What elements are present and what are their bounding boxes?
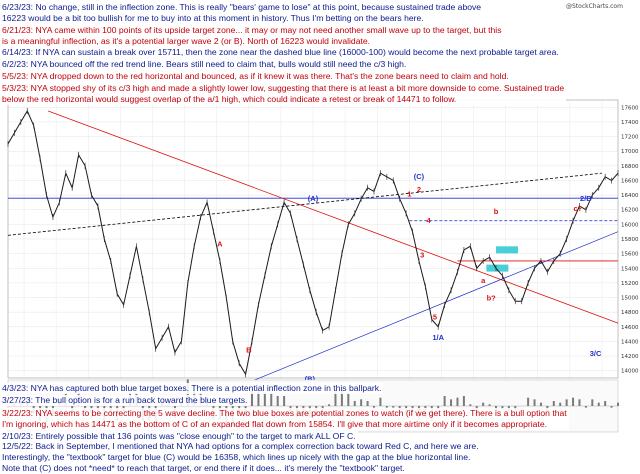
y-tick-label: 14000 xyxy=(621,369,639,375)
wave-label: 3 xyxy=(420,250,424,259)
price-line xyxy=(7,109,619,376)
wave-label: 5 xyxy=(433,312,437,321)
note-0403: 4/3/23: NYA has captured both blue targe… xyxy=(0,383,384,394)
y-tick-label: 15400 xyxy=(621,266,639,272)
y-tick-label: 14800 xyxy=(621,310,639,316)
target-box-upper xyxy=(496,246,518,254)
y-axis: 17600 17400 17200 17000 16800 16600 16400 16200… xyxy=(621,105,639,374)
target-box-lower xyxy=(486,264,509,272)
wave-label: b? xyxy=(487,293,497,302)
note-1205: 12/5/22: Back in September, I mentioned … xyxy=(0,441,481,474)
wave-label: b xyxy=(494,207,499,216)
note-0322: 3/22/23: NYA seems to be correcting the … xyxy=(0,408,569,430)
wave-label: 1 xyxy=(407,190,411,199)
wave-label: B xyxy=(246,345,252,354)
wave-label: 4 xyxy=(426,216,431,225)
wave-label: A xyxy=(217,239,223,248)
note-0614: 6/14/23: If NYA can sustain a break over… xyxy=(0,47,561,58)
y-tick-label: 15800 xyxy=(621,237,639,243)
wave-label: (B) xyxy=(305,375,316,384)
y-tick-label: 16800 xyxy=(621,164,639,170)
trendline-layer xyxy=(7,110,619,390)
y-tick-label: 14200 xyxy=(621,354,639,360)
y-tick-label: 16000 xyxy=(621,222,639,228)
wave-label-layer: (A) (C) A B (B) 1/A 2/B 3/C c? b ab? 1 2 3 4 5 xyxy=(217,172,602,384)
y-tick-label: 15200 xyxy=(621,281,639,287)
wave-label: 2 xyxy=(417,185,421,194)
note-0505: 5/5/23: NYA dropped down to the red hori… xyxy=(0,71,511,82)
blue-support-line xyxy=(232,231,619,390)
y-tick-label: 17400 xyxy=(621,120,639,126)
y-tick-label: 14400 xyxy=(621,339,639,345)
y-tick-label: 17200 xyxy=(621,135,639,141)
wave-label: (C) xyxy=(414,172,425,181)
wave-label: a xyxy=(481,276,486,285)
wave-label: 1/A xyxy=(432,333,444,342)
y-tick-label: 15600 xyxy=(621,252,639,258)
wave-label: 2/B xyxy=(580,194,592,203)
note-0602: 6/2/23: NYA bounced off the red trend li… xyxy=(0,59,409,70)
note-0621: 6/21/23: NYA came within 100 points of i… xyxy=(0,25,504,47)
note-0623: 6/23/23: No change, still in the inflect… xyxy=(0,2,484,24)
y-tick-label: 15000 xyxy=(621,296,639,302)
wave-label: (A) xyxy=(308,194,319,203)
y-tick-label: 17600 xyxy=(621,105,639,111)
y-tick-label: 14600 xyxy=(621,325,639,331)
wave-label: c? xyxy=(573,204,582,213)
y-tick-label: 16400 xyxy=(621,193,639,199)
y-tick-label: 16200 xyxy=(621,208,639,214)
wave-label: 3/C xyxy=(590,349,602,358)
y-tick-label: 16600 xyxy=(621,178,639,184)
note-0327: 3/27/23: The bull option is for a run ba… xyxy=(0,395,250,406)
red-trend-line xyxy=(47,110,619,324)
note-0210: 2/10/23: Entirely possible that 136 poin… xyxy=(0,431,358,442)
y-tick-label: 17000 xyxy=(621,149,639,155)
price-series xyxy=(7,107,619,378)
note-0503: 5/3/23: NYA stopped shy of its c/3 high … xyxy=(0,83,567,105)
black-dashed-line xyxy=(7,172,602,236)
watermark: @StockCharts.com xyxy=(566,3,623,10)
